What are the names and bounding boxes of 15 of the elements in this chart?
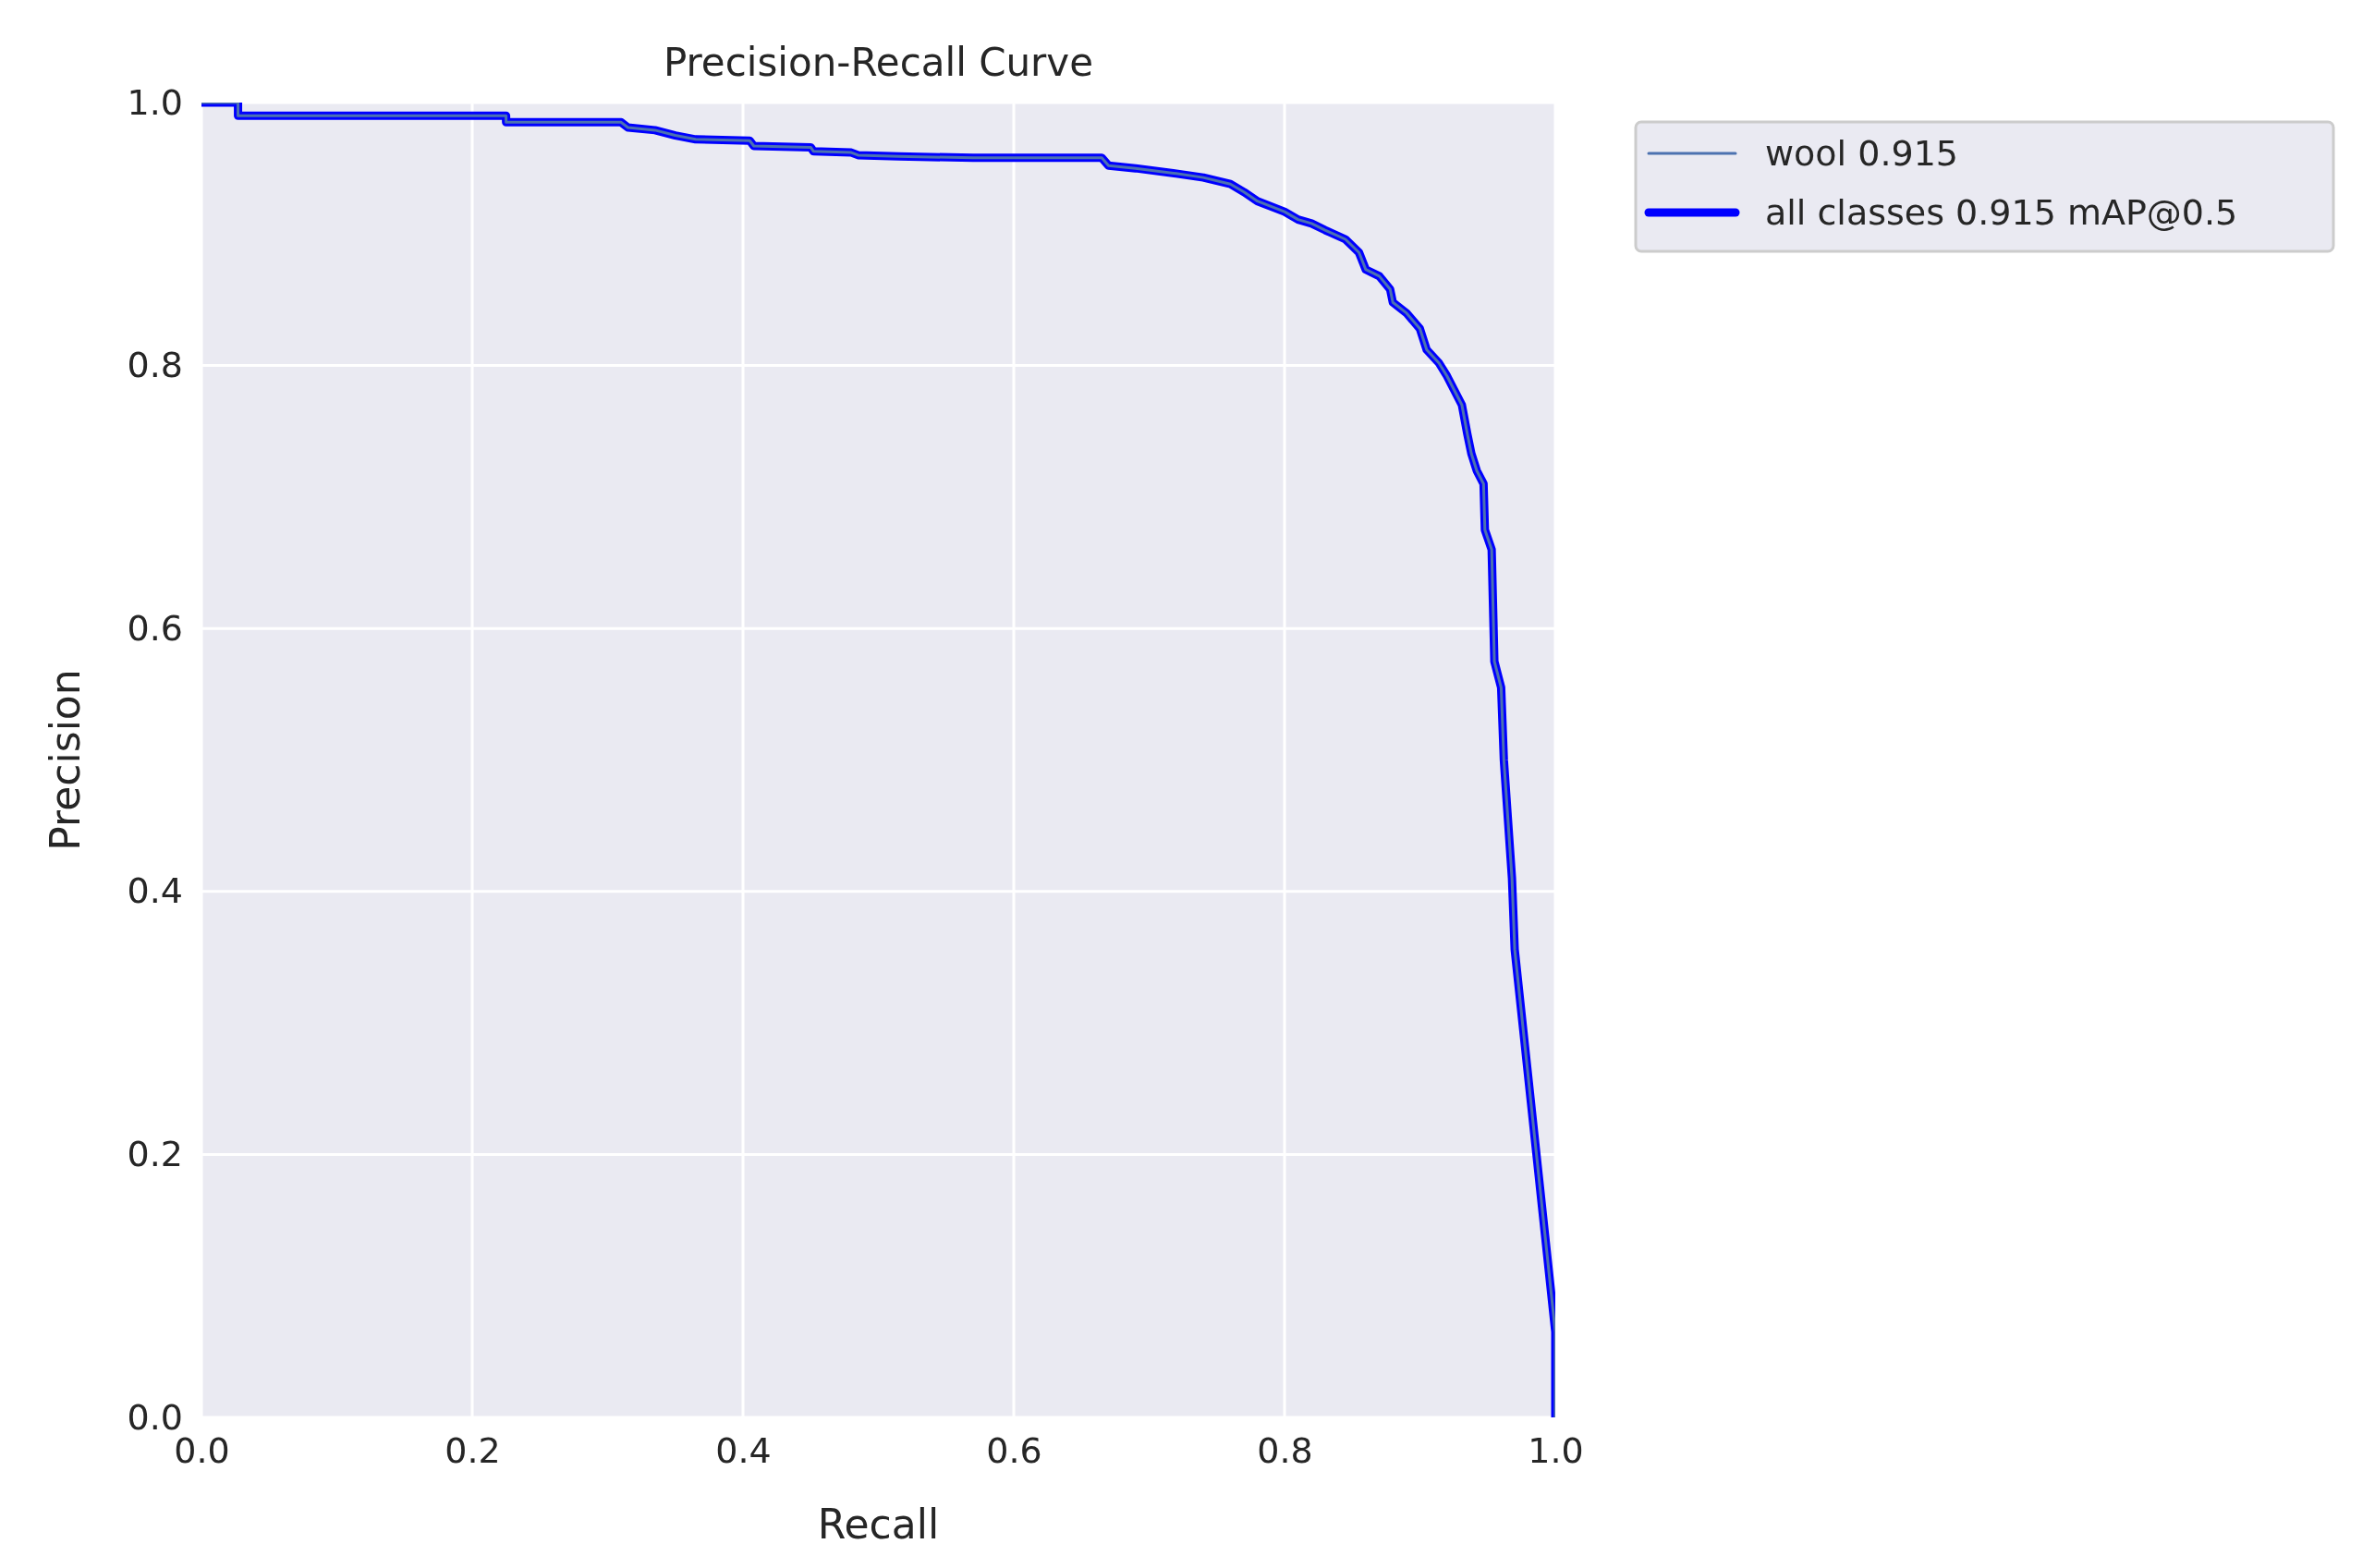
y-axis-title: Precision (42, 669, 89, 851)
x-axis-title: Recall (817, 1501, 940, 1548)
chart-title: Precision-Recall Curve (663, 40, 1094, 85)
y-tick-label: 0.6 (127, 607, 183, 649)
legend-label: all classes 0.915 mAP@0.5 (1765, 192, 2238, 233)
x-tick-label: 0.4 (715, 1429, 772, 1471)
x-tick-label: 0.2 (445, 1429, 501, 1471)
x-tick-label: 0.8 (1257, 1429, 1313, 1471)
y-tick-label: 1.0 (127, 81, 183, 123)
x-tick-label: 0.6 (986, 1429, 1042, 1471)
y-tick-label: 0.2 (127, 1134, 183, 1175)
x-tick-label: 1.0 (1528, 1429, 1584, 1471)
legend-label: wool 0.915 (1765, 133, 1958, 174)
y-tick-label: 0.4 (127, 870, 183, 912)
y-tick-label: 0.8 (127, 345, 183, 386)
